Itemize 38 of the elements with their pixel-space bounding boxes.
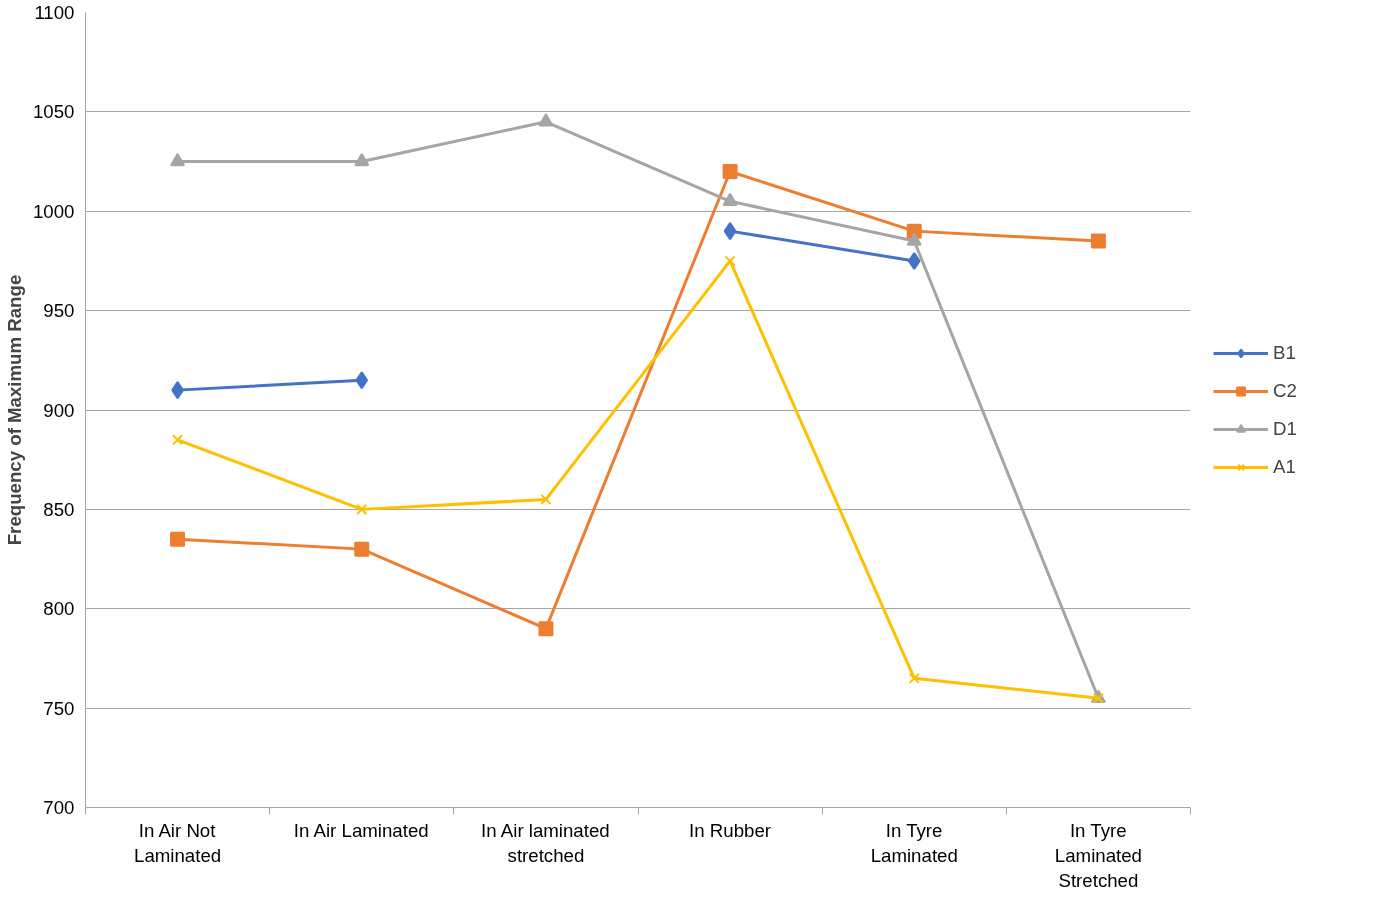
y-tick-label: 850	[43, 498, 75, 520]
y-axis-title: Frequency of Maximum Range	[4, 274, 25, 546]
x-tick-label: In Tyre Laminated Stretched	[1054, 819, 1142, 891]
point	[723, 222, 737, 241]
point	[354, 153, 370, 167]
legend-label: A1	[1273, 455, 1296, 478]
point	[1090, 233, 1106, 249]
y-tick-label: 800	[43, 598, 75, 620]
y-tick-label: 950	[43, 300, 75, 322]
point	[540, 493, 552, 506]
point	[906, 232, 922, 246]
point	[722, 192, 738, 207]
point	[170, 153, 186, 167]
point	[722, 164, 738, 179]
point	[171, 434, 184, 446]
x-tick-label: In Rubber	[689, 819, 772, 841]
x-tick-label: In Air Laminated	[293, 819, 429, 841]
legend-label: C2	[1273, 379, 1297, 402]
legend-label: B1	[1273, 341, 1296, 364]
point	[170, 531, 186, 547]
point	[356, 503, 368, 515]
point	[538, 113, 554, 127]
y-tick-label: 750	[43, 697, 75, 719]
point	[907, 251, 921, 270]
x-tick-label: In Tyre Laminated	[870, 819, 958, 866]
point	[908, 672, 920, 684]
x-tick-label: In Air Not Laminated	[134, 819, 222, 866]
y-tick-label: 1000	[33, 200, 75, 222]
legend-label: D1	[1273, 417, 1297, 440]
y-tick-label: 700	[43, 797, 75, 818]
point	[724, 255, 736, 267]
y-tick-label: 1050	[33, 101, 75, 123]
point	[538, 621, 554, 637]
x-tick-label: In Air laminated stretched	[481, 819, 610, 866]
point	[355, 371, 369, 390]
y-tick-label: 1100	[34, 2, 75, 23]
point	[354, 541, 370, 557]
y-tick-label: 900	[43, 399, 75, 421]
